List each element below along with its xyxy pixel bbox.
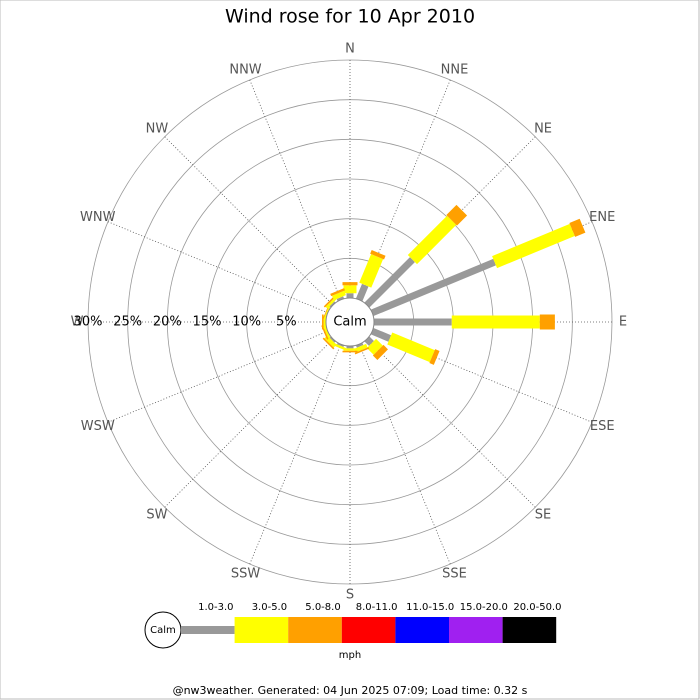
legend-label: 8.0-11.0 <box>356 602 398 613</box>
direction-label: NNW <box>229 62 261 77</box>
bar-segment <box>332 290 346 301</box>
spoke <box>249 79 342 300</box>
direction-label: NNE <box>441 62 469 77</box>
calm-label: Calm <box>333 315 366 330</box>
bar-segment <box>407 215 457 265</box>
spoke <box>107 330 328 423</box>
legend-label: 20.0-50.0 <box>513 602 561 613</box>
footer: @nw3weather. Generated: 04 Jun 2025 07:0… <box>173 684 528 697</box>
legend-swatch <box>395 617 449 643</box>
legend-label: 5.0-8.0 <box>305 602 340 613</box>
spoke <box>366 338 536 508</box>
spoke <box>249 344 342 565</box>
bar-segment <box>323 295 336 308</box>
bar-segment <box>355 283 369 302</box>
legend-label: 1.0-3.0 <box>198 602 233 613</box>
ring-label: 30% <box>74 315 103 330</box>
bar-segment <box>325 297 337 309</box>
ring-label: 20% <box>153 315 182 330</box>
bar-segment <box>387 332 435 363</box>
legend-swatch <box>181 626 235 634</box>
legend-swatch <box>341 617 396 643</box>
direction-label: ESE <box>590 419 615 434</box>
direction-label: SW <box>146 508 167 523</box>
bar-segment <box>492 223 575 269</box>
direction-label: WSW <box>81 419 115 434</box>
bar-segment <box>324 335 337 348</box>
chart-title: Wind rose for 10 Apr 2010 <box>225 6 475 28</box>
direction-label: NE <box>534 121 552 136</box>
direction-label: NW <box>146 121 169 136</box>
bar-segment <box>569 218 586 237</box>
bar-segment <box>333 343 347 351</box>
legend-units: mph <box>339 650 361 661</box>
spoke <box>107 221 328 314</box>
bar-segment <box>370 258 496 317</box>
bar-segment <box>370 250 386 260</box>
bar-segment <box>330 288 346 297</box>
ring-label: 10% <box>232 315 261 330</box>
legend-swatch <box>502 617 557 643</box>
bar-segment <box>366 338 383 355</box>
bar-segment <box>321 325 329 340</box>
bar-segment <box>322 337 335 350</box>
direction-label: S <box>346 588 354 603</box>
legend-label: 11.0-15.0 <box>406 602 454 613</box>
ring-label: 5% <box>276 315 297 330</box>
legend-label: 3.0-5.0 <box>252 602 287 613</box>
bar-segment <box>370 327 392 342</box>
legend-label: 15.0-20.0 <box>460 602 508 613</box>
bar-segment <box>372 344 388 360</box>
bar-segment <box>354 347 370 355</box>
ring-label: 15% <box>193 315 222 330</box>
bar-segment <box>446 204 468 226</box>
bar-segment <box>359 254 384 288</box>
spoke <box>164 338 334 508</box>
legend-swatch <box>449 617 503 643</box>
direction-label: ENE <box>589 210 615 225</box>
ring-label: 25% <box>113 315 142 330</box>
direction-label: SSW <box>231 567 261 582</box>
direction-label: SSE <box>442 567 467 582</box>
direction-label: E <box>619 315 627 330</box>
direction-label: W <box>71 315 84 330</box>
direction-label: SE <box>535 508 551 523</box>
legend-swatch <box>288 617 342 643</box>
bar-segment <box>354 343 368 353</box>
direction-label: WNW <box>80 210 116 225</box>
bar-segment <box>364 336 374 346</box>
legend-calm-label: Calm <box>150 625 176 636</box>
calm-circle <box>325 297 375 347</box>
bar-segment <box>364 257 415 308</box>
bar-segment <box>429 349 440 365</box>
spoke <box>358 344 451 565</box>
direction-label: N <box>345 42 355 57</box>
legend-swatch <box>234 617 289 643</box>
spoke <box>164 136 334 306</box>
